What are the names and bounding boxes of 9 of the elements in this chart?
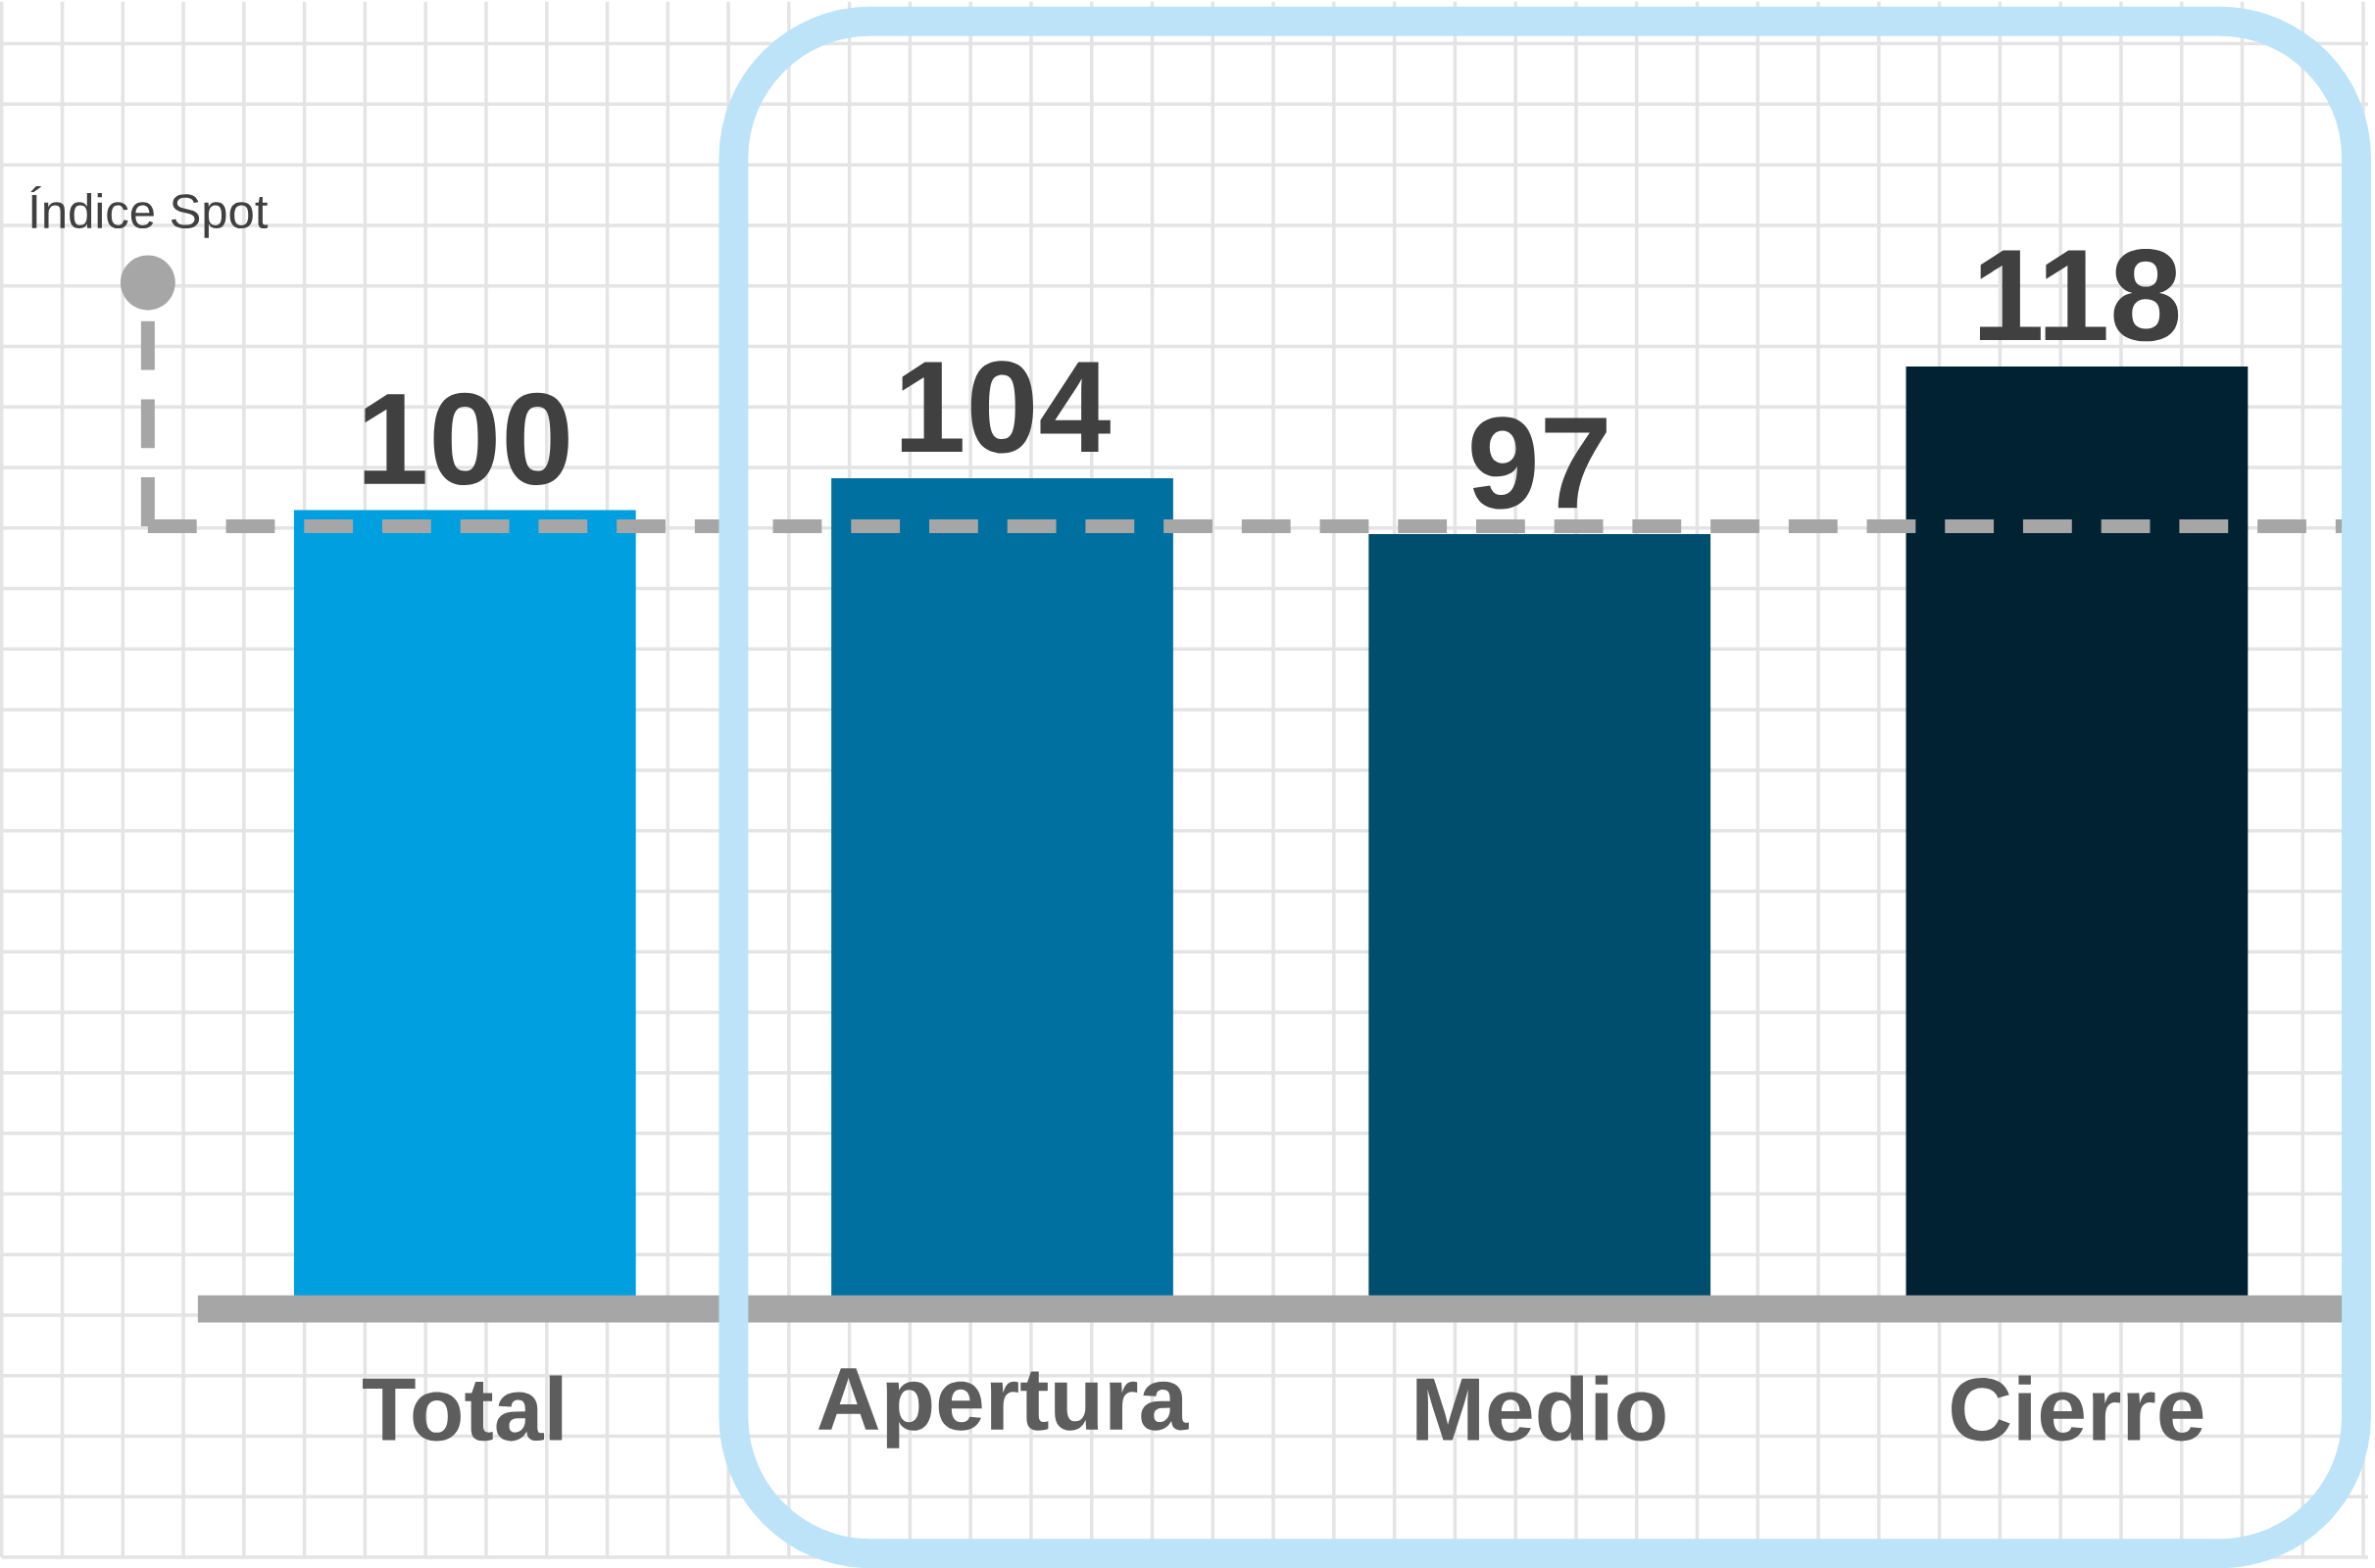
x-tick-label: Apertura (818, 1368, 1189, 1448)
x-tick-label: Total (362, 1375, 563, 1442)
x-tick-label: Cierre (1952, 1375, 2203, 1442)
data-label: 97 (1471, 416, 1607, 510)
ref-line-label: Índice Spot (30, 186, 269, 238)
data-label: 104 (901, 361, 1111, 454)
x-tick-label: Medio (1416, 1375, 1665, 1442)
data-label: 118 (1979, 248, 2179, 342)
data-label: 100 (364, 392, 569, 485)
